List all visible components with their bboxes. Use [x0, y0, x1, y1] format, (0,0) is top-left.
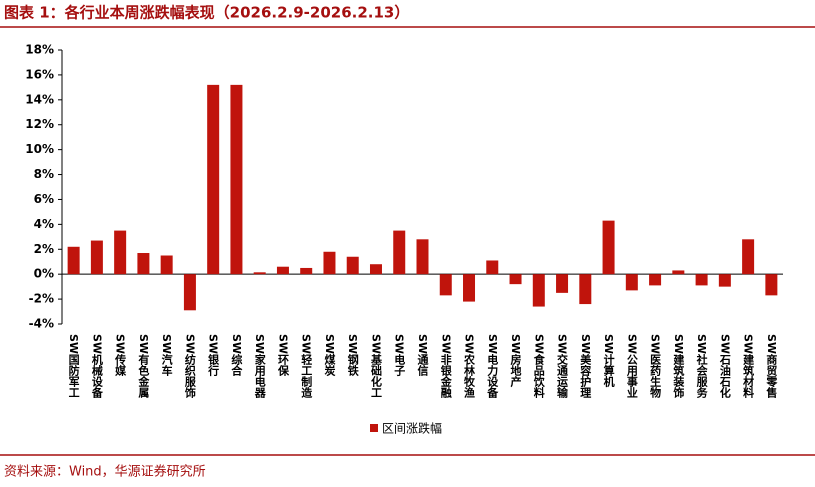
x-tick-label: SW社会服务: [695, 334, 709, 399]
bar: [323, 251, 336, 275]
bar: [207, 84, 220, 275]
y-tick-label: 14%: [25, 92, 54, 106]
chart-title: 图表 1：各行业本周涨跌幅表现（2026.2.9-2026.2.13）: [4, 4, 409, 22]
x-tick-label: SW有色金属: [137, 334, 151, 399]
x-tick-label: SW公用事业: [625, 334, 638, 398]
x-tick-label: SW非银金融: [439, 334, 453, 399]
x-tick-label: SW房地产: [509, 334, 522, 388]
bar: [300, 267, 313, 275]
x-tick-label: SW食品饮料: [532, 334, 546, 399]
y-tick-label: 12%: [25, 117, 54, 131]
bar: [393, 230, 406, 275]
x-tick-label: SW建筑材料: [742, 334, 755, 399]
bar: [556, 274, 569, 293]
bar: [416, 239, 429, 275]
x-tick-label: SW商贸零售: [765, 334, 779, 399]
y-tick-label: 8%: [34, 167, 54, 181]
y-tick-label: 4%: [34, 217, 54, 231]
bar: [346, 256, 359, 275]
x-tick-label: SW建筑装饰: [672, 334, 686, 399]
bar: [532, 274, 545, 307]
bar: [183, 274, 196, 311]
bar: [114, 230, 127, 275]
x-tick-label: SW国防军工: [67, 334, 80, 398]
bar: [439, 274, 452, 296]
bar: [602, 220, 615, 275]
bar: [276, 266, 289, 275]
bar: [742, 239, 755, 275]
x-tick-label: SW石油石化: [718, 334, 732, 399]
source-note: 资料来源：Wind，华源证券研究所: [4, 464, 206, 480]
bar: [463, 274, 476, 302]
x-tick-label: SW家用电器: [253, 334, 267, 399]
x-tick-label: SW美容护理: [579, 334, 593, 398]
bar: [625, 274, 638, 291]
x-tick-label: SW银行: [207, 334, 221, 377]
y-tick-label: 10%: [25, 142, 54, 156]
y-tick-label: 0%: [34, 267, 54, 281]
x-tick-label: SW计算机: [602, 334, 616, 388]
bar: [649, 274, 662, 286]
x-tick-label: SW煤炭: [323, 334, 336, 377]
x-tick-label: SW交通运输: [556, 334, 569, 399]
y-tick-label: 18%: [25, 43, 54, 57]
bar: [90, 240, 103, 275]
x-tick-label: SW通信: [416, 334, 429, 377]
bar: [369, 264, 382, 275]
x-tick-label: SW钢铁: [346, 334, 359, 377]
x-tick-label: SW传媒: [114, 334, 128, 377]
bar: [67, 246, 80, 275]
bar: [486, 260, 499, 275]
y-tick-label: 16%: [25, 67, 54, 81]
x-tick-label: SW电子: [393, 334, 406, 377]
bar: [137, 253, 150, 275]
x-tick-label: SW基础化工: [369, 334, 383, 398]
x-tick-label: SW综合: [230, 334, 243, 377]
bar: [509, 274, 522, 285]
x-tick-label: SW农林牧渔: [463, 334, 477, 399]
y-tick-label: 2%: [34, 242, 54, 256]
x-tick-label: SW环保: [276, 334, 290, 377]
y-tick-label: 6%: [34, 192, 54, 206]
y-tick-label: -2%: [29, 292, 54, 306]
legend-swatch: [370, 424, 378, 432]
legend-label: 区间涨跌幅: [382, 421, 442, 436]
x-tick-label: SW汽车: [160, 334, 173, 377]
y-tick-label: -4%: [29, 317, 54, 331]
x-tick-label: SW轻工制造: [300, 334, 313, 399]
bar: [672, 270, 685, 275]
x-tick-label: SW机械设备: [90, 334, 104, 399]
bar: [765, 274, 778, 296]
bar: [253, 272, 266, 275]
x-tick-label: SW医药生物: [649, 334, 662, 399]
bar: [695, 274, 708, 286]
x-tick-label: SW纺织服饰: [183, 334, 196, 399]
x-tick-label: SW电力设备: [486, 334, 500, 399]
bar: [230, 84, 243, 275]
bar: [718, 274, 731, 287]
bar: [160, 255, 173, 275]
bar: [579, 274, 592, 305]
